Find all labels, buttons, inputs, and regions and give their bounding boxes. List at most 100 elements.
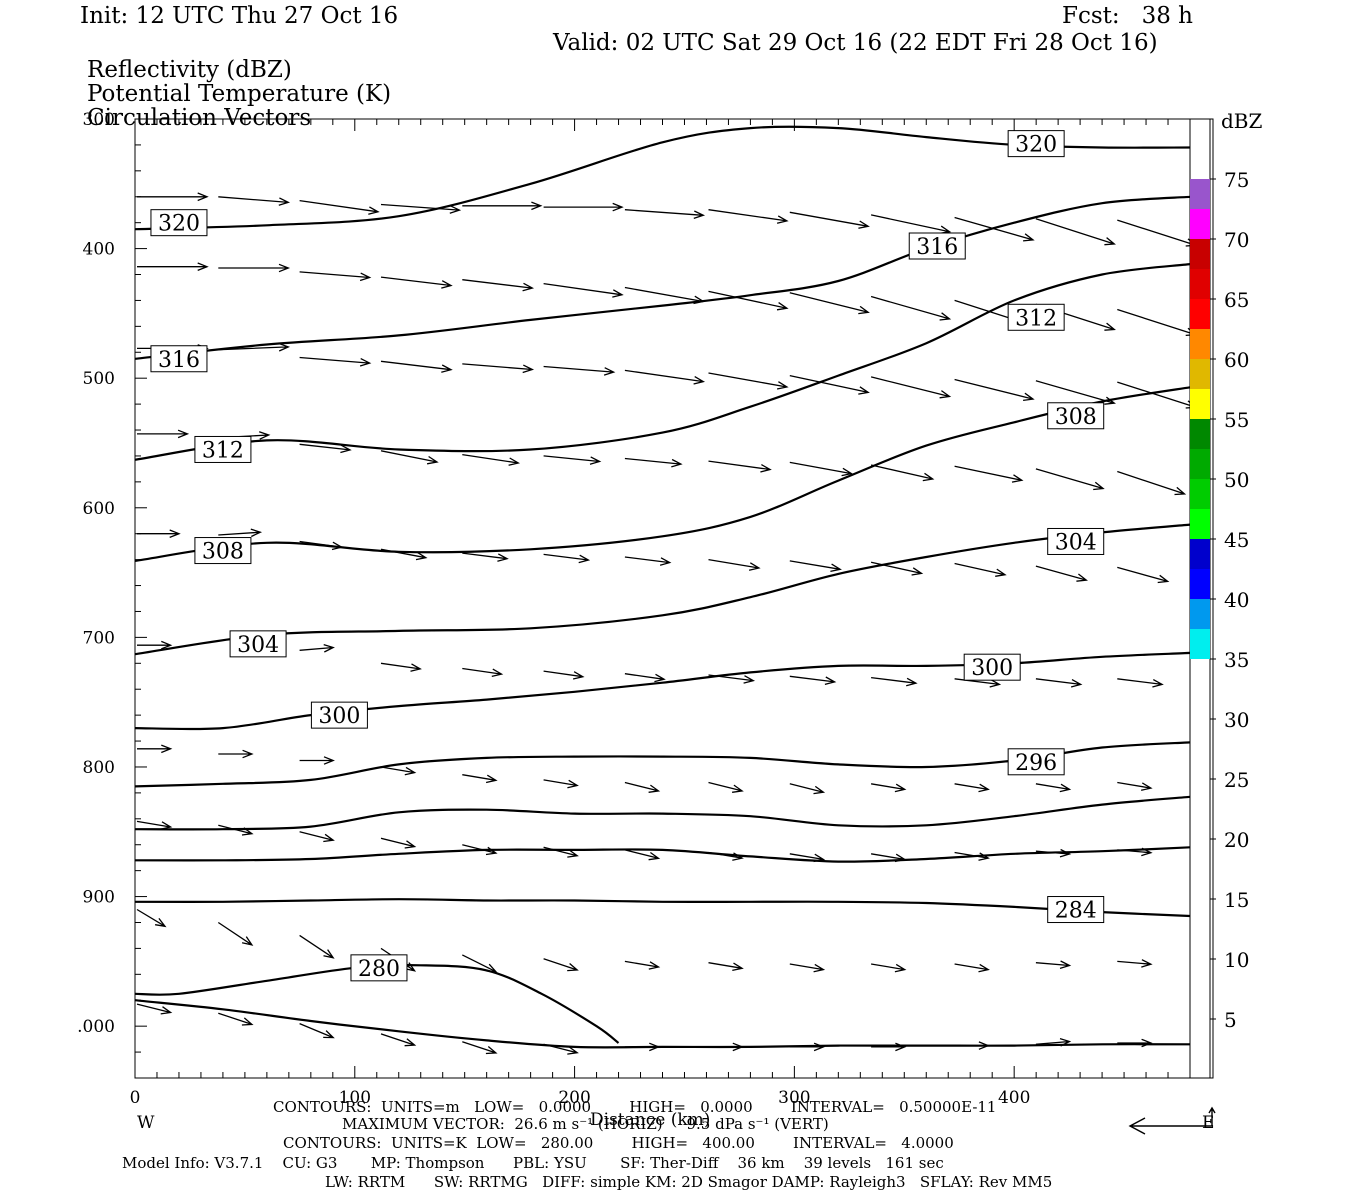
colorbar-unit: dBZ — [1221, 109, 1263, 133]
contour-label-box-296-0 — [1007, 748, 1065, 776]
circulation-vector-45 — [624, 457, 683, 468]
circulation-vector-95 — [543, 846, 579, 858]
circulation-vector-67 — [380, 662, 422, 672]
circulation-vector-22 — [870, 295, 952, 321]
contour-label-280-0: 280 — [358, 957, 400, 982]
circulation-vector-125 — [871, 1042, 907, 1052]
circulation-vector-55 — [380, 548, 428, 561]
circulation-vector-19 — [624, 286, 706, 305]
footer-contours-k: CONTOURS: UNITS=K LOW= 280.00 HIGH= 400.… — [283, 1134, 954, 1152]
colorbar-swatch-11 — [1190, 509, 1210, 539]
circulation-vector-62 — [954, 562, 1007, 577]
isentrope-284-line — [134, 898, 1191, 918]
contour-label-296-0: 296 — [1015, 751, 1057, 776]
circulation-vector-2 — [299, 199, 380, 215]
colorbar-label-40: 40 — [1224, 588, 1249, 612]
circulation-vector-114 — [1035, 960, 1072, 970]
circulation-vector-117 — [218, 1012, 254, 1026]
circulation-vector-100 — [954, 851, 990, 861]
contour-label-box-280-0 — [350, 954, 408, 982]
circulation-vector-46 — [708, 460, 772, 473]
circulation-vector-91 — [218, 824, 254, 836]
circulation-vector-56 — [462, 552, 509, 562]
circulation-vector-17 — [462, 279, 535, 292]
colorbar-swatch-7 — [1190, 389, 1210, 419]
contour-label-316-0: 316 — [158, 348, 200, 373]
circulation-vector-16 — [380, 276, 453, 289]
circulation-vector-4 — [462, 201, 543, 211]
circulation-vector-115 — [1117, 959, 1153, 968]
contour-label-284-0: 284 — [1055, 899, 1097, 924]
circulation-vector-99 — [870, 853, 907, 863]
x-tick-label-300: 300 — [778, 1088, 810, 1108]
circulation-vector-27 — [218, 342, 291, 352]
isentrope-300-line — [134, 651, 1191, 731]
circulation-vector-80 — [380, 766, 417, 776]
contour-label-304-1: 304 — [1055, 530, 1097, 555]
y-tick-label-400: 400 — [83, 240, 115, 260]
field-potential-temperature: Potential Temperature (K) — [87, 81, 392, 107]
contour-label-box-312-1 — [1007, 303, 1065, 331]
circulation-vector-122 — [624, 1042, 661, 1052]
colorbar-label-20: 20 — [1224, 828, 1249, 852]
circulation-vector-128 — [1117, 1038, 1153, 1048]
forecast-hour: Fcst: 38 h — [1062, 3, 1193, 29]
colorbar-swatch-12 — [1190, 539, 1210, 569]
circulation-vector-18 — [543, 282, 624, 298]
contour-label-312-0: 312 — [202, 438, 244, 463]
circulation-vector-69 — [543, 670, 585, 680]
circulation-vector-30 — [462, 363, 535, 374]
circulation-vector-89 — [1117, 781, 1153, 791]
circulation-vector-57 — [543, 553, 591, 564]
colorbar-swatch-2 — [1190, 239, 1210, 269]
isentrope-surface-line — [134, 999, 1191, 1049]
colorbar-swatch-15 — [1190, 629, 1210, 659]
circulation-vector-59 — [708, 558, 761, 571]
footer-model-info: Model Info: V3.7.1 CU: G3 MP: Thompson P… — [122, 1154, 944, 1172]
init-time: Init: 12 UTC Thu 27 Oct 16 — [80, 3, 399, 29]
contour-label-box-300-0 — [310, 701, 368, 729]
circulation-vector-51 — [1117, 470, 1187, 496]
circulation-vector-3 — [380, 203, 462, 214]
x-tick-label-100: 100 — [339, 1088, 371, 1108]
contour-label-box-308-1 — [1047, 402, 1105, 430]
circulation-vector-25 — [1117, 308, 1198, 337]
circulation-vector-8 — [789, 211, 870, 229]
circulation-vector-11 — [1035, 218, 1116, 246]
circulation-vector-86 — [870, 783, 907, 793]
circulation-vector-44 — [543, 455, 602, 465]
circulation-vector-93 — [380, 837, 417, 849]
colorbar-label-55: 55 — [1224, 408, 1249, 432]
colorbar-swatch-8 — [1190, 419, 1210, 449]
circulation-vector-28 — [299, 356, 372, 367]
circulation-vector-6 — [624, 209, 706, 220]
circulation-vector-64 — [1117, 566, 1170, 584]
contour-label-316-1: 316 — [916, 235, 958, 260]
circulation-vector-58 — [624, 556, 672, 566]
circulation-vector-33 — [708, 372, 789, 390]
west-label: W — [137, 1113, 155, 1133]
circulation-vector-73 — [871, 676, 918, 687]
circulation-vector-83 — [624, 781, 661, 793]
circulation-vector-13 — [137, 262, 209, 272]
contour-label-box-308-0 — [194, 537, 252, 565]
circulation-vector-53 — [218, 528, 263, 538]
colorbar-swatch-1 — [1190, 209, 1210, 239]
circulation-vector-87 — [954, 783, 990, 793]
contour-label-box-316-0 — [150, 345, 208, 373]
circulation-vector-63 — [1035, 565, 1088, 582]
circulation-vector-49 — [954, 465, 1024, 483]
circulation-vector-127 — [1035, 1037, 1072, 1047]
circulation-vector-78 — [218, 749, 254, 759]
circulation-vector-31 — [543, 365, 616, 376]
footer-physics-info: LW: RRTM SW: RRTMG DIFF: simple KM: 2D S… — [325, 1173, 1053, 1191]
circulation-vector-0 — [137, 192, 209, 202]
contour-label-box-320-1 — [1007, 130, 1065, 158]
circulation-vector-37 — [1035, 380, 1116, 405]
contour-label-312-1: 312 — [1015, 306, 1057, 331]
circulation-vector-92 — [299, 831, 335, 843]
contour-label-300-0: 300 — [318, 704, 360, 729]
isentrope-304-line — [134, 523, 1191, 656]
circulation-vector-102 — [1117, 847, 1153, 857]
valid-time: Valid: 02 UTC Sat 29 Oct 16 (22 EDT Fri … — [553, 30, 1158, 56]
